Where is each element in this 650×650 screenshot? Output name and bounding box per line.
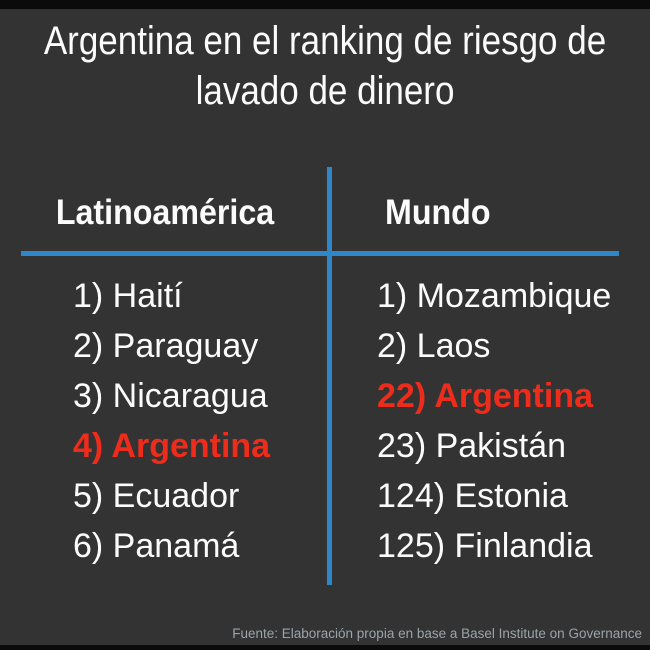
rank-item: 23) Pakistán <box>377 427 566 465</box>
title-line-2: lavado de dinero <box>195 69 455 113</box>
column-header-latinoamerica: Latinoamérica <box>55 193 275 232</box>
rank-item-argentina: 4) Argentina <box>73 427 271 465</box>
rank-item: 6) Panamá <box>73 527 240 565</box>
rank-item: 5) Ecuador <box>73 477 240 515</box>
rank-item: 2) Laos <box>377 327 491 365</box>
rank-item-argentina: 22) Argentina <box>377 377 594 415</box>
ranking-list-latinoamerica: 1) Haití 2) Paraguay 3) Nicaragua 4) Arg… <box>73 271 270 571</box>
top-edge-bar <box>0 0 650 9</box>
page-title: Argentina en el ranking de riesgo de lav… <box>41 16 610 116</box>
rank-item: 2) Paraguay <box>73 327 259 365</box>
rank-item: 3) Nicaragua <box>73 377 268 415</box>
ranking-list-mundo: 1) Mozambique 2) Laos 22) Argentina 23) … <box>377 271 611 571</box>
title-line-1: Argentina en el ranking de riesgo de <box>43 19 607 63</box>
rank-item: 124) Estonia <box>377 477 568 515</box>
rank-item: 1) Haití <box>73 277 183 315</box>
rank-item: 1) Mozambique <box>377 277 612 315</box>
bottom-edge-bar <box>0 645 650 650</box>
rank-item: 125) Finlandia <box>377 527 593 565</box>
column-header-mundo: Mundo <box>385 193 491 232</box>
vertical-divider <box>327 167 332 585</box>
horizontal-divider <box>21 251 619 256</box>
column-headers: Latinoamérica Mundo <box>0 188 650 238</box>
source-attribution: Fuente: Elaboración propia en base a Bas… <box>232 626 642 641</box>
